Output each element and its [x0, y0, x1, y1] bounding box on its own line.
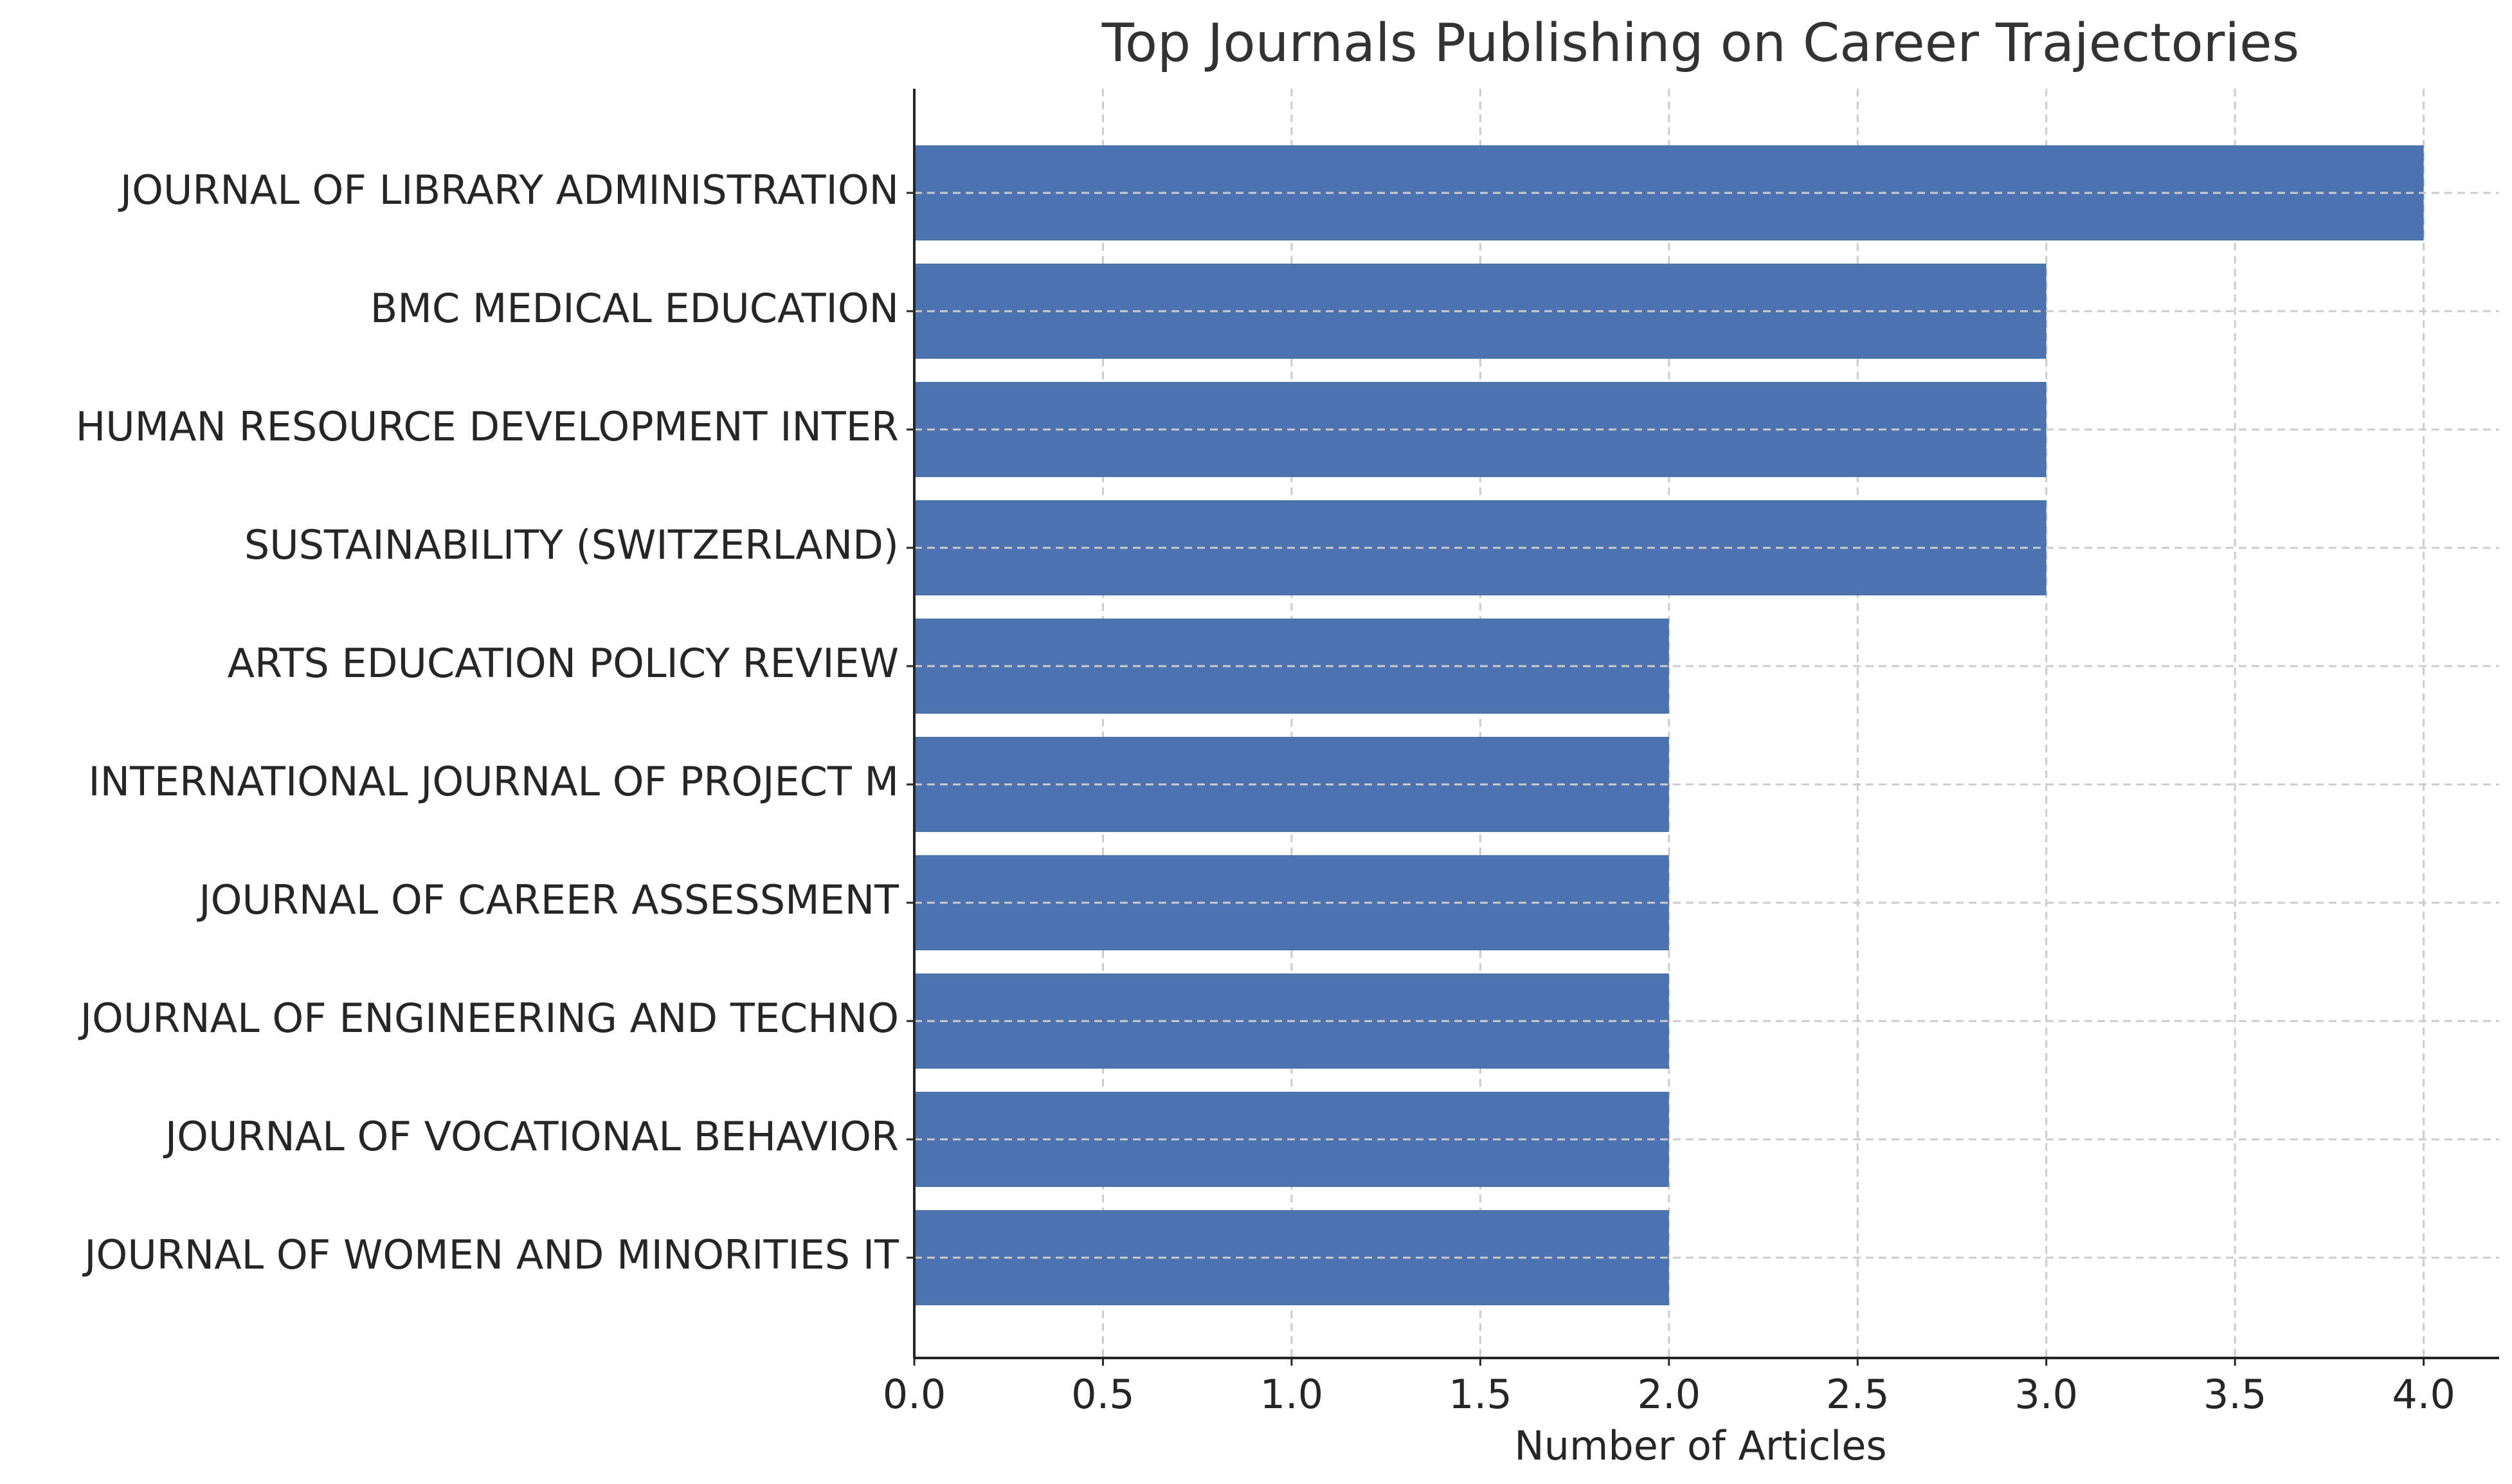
bar: [914, 145, 2424, 240]
y-tick-label: JOURNAL OF LIBRARY ADMINISTRATION: [118, 167, 899, 213]
x-tick-label: 3.0: [2014, 1371, 2078, 1418]
x-axis-label: Number of Articles: [1514, 1422, 1886, 1469]
y-tick-label: JOURNAL OF VOCATIONAL BEHAVIOR: [163, 1113, 899, 1160]
y-tick-label: JOURNAL OF WOMEN AND MINORITIES IT: [82, 1231, 899, 1278]
x-tick-label: 0.0: [883, 1371, 946, 1418]
x-tick-labels: 0.0 0.5 1.0 1.5 2.0 2.5 3.0 3.5 4.0: [883, 1358, 2455, 1418]
y-grid-lines: [914, 192, 2499, 1259]
y-tick-label: INTERNATIONAL JOURNAL OF PROJECT M: [88, 758, 899, 805]
x-tick-label: 3.5: [2203, 1371, 2267, 1418]
x-tick-label: 2.0: [1638, 1371, 1701, 1418]
x-tick-label: 1.0: [1260, 1371, 1324, 1418]
y-tick-labels: JOURNAL OF LIBRARY ADMINISTRATION BMC MED…: [76, 167, 914, 1278]
x-tick-label: 1.5: [1449, 1371, 1512, 1418]
y-tick-label: HUMAN RESOURCE DEVELOPMENT INTER: [76, 403, 899, 450]
y-tick-label: ARTS EDUCATION POLICY REVIEW: [228, 640, 899, 687]
x-tick-label: 2.5: [1826, 1371, 1890, 1418]
x-tick-label: 0.5: [1071, 1371, 1135, 1418]
x-tick-label: 4.0: [2392, 1371, 2455, 1418]
y-tick-label: JOURNAL OF ENGINEERING AND TECHNO: [78, 995, 899, 1042]
y-tick-label: SUSTAINABILITY (SWITZERLAND): [244, 521, 899, 568]
y-tick-label: BMC MEDICAL EDUCATION: [370, 285, 899, 332]
chart-title: Top Journals Publishing on Career Trajec…: [1101, 13, 2300, 74]
y-tick-label: JOURNAL OF CAREER ASSESSMENT: [196, 876, 899, 923]
